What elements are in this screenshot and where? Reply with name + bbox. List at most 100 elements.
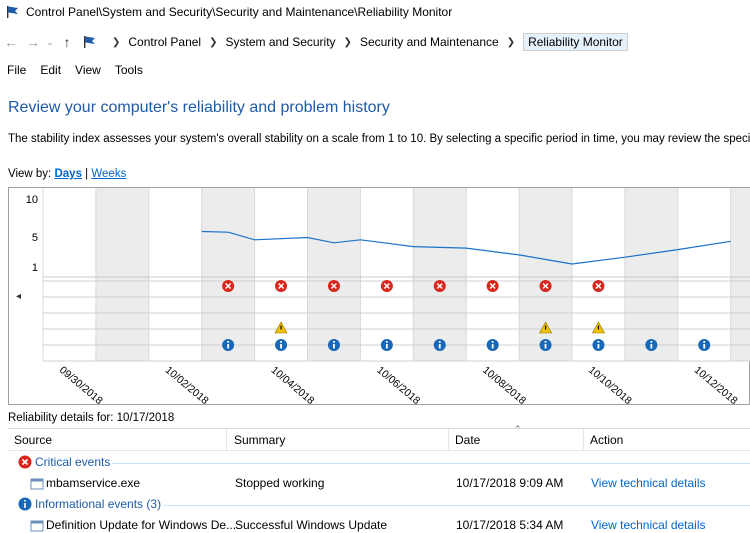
- info-event-dot: [438, 341, 441, 343]
- critical-event-mark: [489, 282, 496, 290]
- scroll-left-arrow-icon[interactable]: ◂: [16, 291, 21, 302]
- row-date: 10/17/2018 5:34 AM: [456, 518, 564, 532]
- info-event-mark: [491, 344, 494, 349]
- breadcrumb[interactable]: ❯ Control Panel ❯ System and Security ❯ …: [82, 31, 628, 53]
- group-critical-title: Critical events: [35, 455, 111, 469]
- view-by: View by: Days | Weeks: [8, 168, 126, 180]
- column-summary[interactable]: Summary: [234, 433, 286, 447]
- back-button[interactable]: ←: [4, 34, 18, 50]
- row-summary: Stopped working: [235, 476, 325, 490]
- details-table: ⌃ Source Summary Date Action Critical ev…: [8, 424, 750, 533]
- sort-caret-icon: ⌃: [514, 424, 522, 434]
- table-row[interactable]: mbamservice.exe Stopped working 10/17/20…: [8, 475, 750, 493]
- critical-event-mark: [383, 282, 390, 290]
- info-event-dot: [703, 341, 706, 343]
- info-icon: [18, 497, 32, 511]
- info-event-dot: [544, 341, 547, 343]
- row-summary: Successful Windows Update: [235, 518, 388, 532]
- info-event-mark: [438, 344, 441, 349]
- chevron-right-icon[interactable]: ❯: [506, 36, 516, 48]
- critical-icon: [18, 455, 32, 469]
- menu-file[interactable]: File: [7, 63, 27, 77]
- reliability-chart[interactable]: 10 5 1 ◂ 09/30/2018 10/02/2018 10/04/2018 10/06…: [8, 187, 750, 405]
- chart-column-shade: [624, 188, 678, 361]
- chart-column-shade: [95, 188, 149, 361]
- view-technical-details-link[interactable]: View technical details: [591, 518, 706, 532]
- app-icon: [30, 476, 44, 491]
- critical-event-mark: [330, 282, 337, 290]
- info-event-dot: [650, 341, 653, 343]
- view-technical-details-link[interactable]: View technical details: [591, 476, 706, 490]
- window-title: Control Panel\System and Security\Securi…: [26, 5, 453, 19]
- column-source[interactable]: Source: [14, 433, 53, 447]
- y-tick-label: 10: [26, 194, 38, 206]
- row-source: Definition Update for Windows De...: [46, 518, 237, 532]
- menu-edit[interactable]: Edit: [40, 63, 62, 77]
- up-button[interactable]: ↑: [63, 34, 71, 50]
- chart-column-shade: [413, 188, 467, 361]
- critical-event-mark: [436, 282, 443, 290]
- group-critical-events[interactable]: Critical events: [18, 455, 110, 469]
- crumb-system-and-security[interactable]: System and Security: [225, 35, 336, 49]
- chevron-right-icon[interactable]: ❯: [112, 36, 121, 48]
- row-date: 10/17/2018 9:09 AM: [456, 476, 564, 490]
- menu-tools[interactable]: Tools: [114, 63, 143, 77]
- chart-column-shade: [730, 188, 750, 361]
- chevron-right-icon[interactable]: ❯: [343, 36, 352, 48]
- control-panel-flag-icon: [84, 36, 95, 48]
- info-event-mark: [333, 344, 335, 349]
- info-event-dot: [227, 341, 230, 343]
- recent-locations-button[interactable]: ⌄: [46, 36, 54, 47]
- info-event-mark: [544, 344, 547, 349]
- info-event-mark: [385, 344, 388, 349]
- group-informational-title: Informational events (3): [35, 497, 162, 511]
- stability-index-line: [201, 230, 731, 265]
- view-days-link[interactable]: Days: [54, 168, 82, 180]
- info-event-mark: [597, 344, 600, 349]
- info-event-mark: [227, 344, 230, 349]
- column-date[interactable]: Date: [455, 433, 481, 447]
- info-event-dot: [597, 341, 600, 343]
- forward-button[interactable]: →: [26, 34, 40, 50]
- info-event-mark: [650, 344, 653, 349]
- info-event-dot: [333, 341, 335, 343]
- page-title: Review your computer's reliability and p…: [8, 99, 390, 116]
- y-tick-label: 1: [32, 262, 38, 274]
- critical-event-mark: [278, 282, 285, 290]
- address-bar: ← → ⌄ ↑ ❯ Control Panel ❯ System and Sec…: [0, 30, 750, 54]
- page-description: The stability index assesses your system…: [8, 133, 750, 145]
- critical-event-mark: [225, 282, 232, 290]
- y-tick-label: 5: [32, 232, 38, 244]
- row-source: mbamservice.exe: [46, 476, 141, 490]
- view-weeks-link[interactable]: Weeks: [91, 168, 127, 180]
- table-header: ⌃ Source Summary Date Action: [8, 424, 750, 451]
- info-event-mark: [280, 344, 282, 349]
- crumb-security-and-maintenance[interactable]: Security and Maintenance: [359, 35, 499, 49]
- chart-column-shade: [307, 188, 361, 361]
- reliability-details-label: Reliability details for: 10/17/2018: [8, 412, 175, 424]
- column-action[interactable]: Action: [590, 433, 624, 447]
- view-by-label: View by:: [8, 168, 52, 180]
- control-panel-flag-icon: [7, 6, 18, 18]
- critical-event-mark: [595, 282, 602, 290]
- critical-event-mark: [542, 282, 549, 290]
- app-icon: [30, 518, 44, 533]
- info-event-dot: [491, 341, 494, 343]
- table-row[interactable]: Definition Update for Windows De... Succ…: [8, 517, 750, 533]
- menu-bar: File Edit View Tools: [0, 60, 750, 80]
- view-separator: |: [85, 168, 89, 180]
- warning-event-mark: [280, 325, 282, 330]
- menu-view[interactable]: View: [75, 63, 101, 77]
- crumb-reliability-monitor[interactable]: Reliability Monitor: [523, 33, 628, 51]
- crumb-control-panel[interactable]: Control Panel: [128, 35, 202, 49]
- window-titlebar: Control Panel\System and Security\Securi…: [0, 0, 750, 24]
- group-informational-events[interactable]: Informational events (3): [18, 497, 161, 511]
- info-event-dot: [385, 341, 388, 343]
- info-event-dot: [280, 341, 282, 343]
- warning-event-mark: [597, 325, 600, 330]
- chart-column-shade: [519, 188, 572, 361]
- info-event-mark: [703, 344, 706, 349]
- chevron-right-icon[interactable]: ❯: [209, 36, 218, 48]
- chart-column-shade: [201, 188, 255, 361]
